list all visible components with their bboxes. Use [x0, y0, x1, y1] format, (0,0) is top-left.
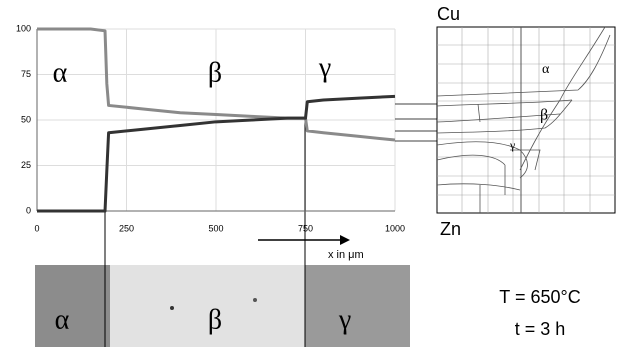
diagram-top-label: Cu: [437, 4, 460, 24]
phase-diagram: Cu Zn α β γ: [437, 4, 615, 239]
micrograph: α β γ: [35, 265, 410, 347]
x-tick-label: 0: [34, 223, 39, 233]
particle: [253, 298, 257, 302]
x-axis-label: x in μm: [328, 249, 364, 261]
phase-label: γ: [318, 52, 331, 83]
y-tick-label: 50: [21, 114, 31, 124]
y-tick-label: 100: [16, 23, 31, 33]
arrow-head: [340, 235, 350, 245]
gamma-region: [305, 265, 410, 347]
phase-label: α: [53, 57, 68, 88]
x-tick-label: 500: [208, 223, 223, 233]
phase-label: γ: [338, 304, 351, 335]
y-tick-label: 0: [26, 205, 31, 215]
alpha-region: [35, 265, 110, 347]
diagram-phase-label: α: [542, 62, 550, 77]
y-tick-label: 25: [21, 160, 31, 170]
diagram-phase-label: β: [540, 107, 548, 124]
x-tick-label: 1000: [385, 223, 405, 233]
phase-label: β: [208, 57, 222, 88]
phase-label: β: [208, 304, 222, 335]
x-tick-label: 250: [119, 223, 134, 233]
time: t = 3 h: [515, 319, 566, 339]
phase-label: α: [55, 304, 70, 335]
y-tick-label: 75: [21, 69, 31, 79]
x-tick-label: 750: [298, 223, 313, 233]
diagram-bottom-label: Zn: [440, 219, 461, 239]
diagram-phase-label: γ: [509, 138, 516, 152]
particle: [170, 306, 174, 310]
figure: α β γ x in μm α β γ: [0, 0, 621, 347]
temperature: T = 650°C: [499, 287, 580, 307]
